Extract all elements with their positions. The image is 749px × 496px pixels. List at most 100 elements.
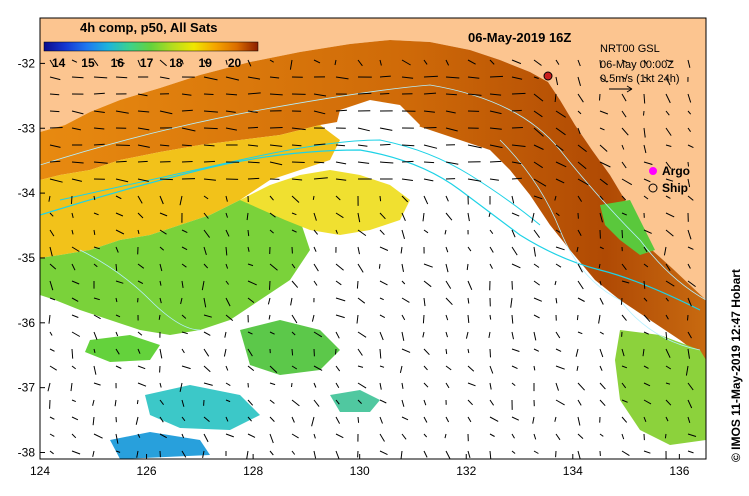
current-arrow <box>379 195 382 202</box>
current-arrow <box>466 263 469 271</box>
current-arrow <box>621 416 628 423</box>
current-arrow <box>71 348 74 359</box>
current-arrow <box>577 110 582 115</box>
current-arrow <box>687 416 691 423</box>
current-arrow <box>115 263 118 271</box>
colorbar-tick-label: 20 <box>228 56 242 70</box>
current-arrow <box>115 144 130 146</box>
current-arrow <box>599 246 604 250</box>
current-arrow <box>115 246 119 253</box>
current-arrow <box>401 416 409 421</box>
current-arrow <box>335 263 344 271</box>
current-arrow <box>357 127 370 132</box>
current-arrow <box>687 382 694 391</box>
current-arrow <box>554 195 557 201</box>
current-arrow <box>291 178 303 181</box>
current-arrow <box>203 93 214 95</box>
current-arrow <box>159 144 170 147</box>
current-arrow <box>225 280 230 285</box>
plot-frame <box>39 17 707 460</box>
current-arrow <box>511 433 515 439</box>
current-arrow <box>379 75 391 78</box>
contour-line-3 <box>499 139 701 351</box>
current-arrow <box>665 110 670 116</box>
current-arrow <box>93 229 96 235</box>
sst-warm-band <box>40 40 706 360</box>
current-arrow <box>687 348 690 359</box>
current-arrow <box>335 109 347 112</box>
current-arrow <box>665 212 675 218</box>
current-arrow <box>621 127 629 136</box>
colorbar: 4h comp, p50, All Sats 14 15 16 17 18 19 20 <box>43 20 259 70</box>
current-arrow <box>202 450 205 458</box>
current-arrow <box>49 229 55 237</box>
current-arrow <box>511 161 522 165</box>
current-arrow <box>93 331 98 340</box>
current-arrow <box>181 450 187 458</box>
sst-east-south <box>615 330 706 445</box>
current-arrow <box>687 93 692 103</box>
current-arrow <box>93 59 99 67</box>
current-arrow <box>93 365 97 375</box>
current-arrow <box>489 365 494 374</box>
current-arrow <box>247 433 256 438</box>
current-arrow <box>137 59 141 67</box>
current-arrow <box>423 92 437 95</box>
current-arrow <box>533 144 544 150</box>
current-arrow <box>71 59 78 63</box>
current-arrow <box>137 382 147 387</box>
current-arrow <box>687 59 691 68</box>
current-arrow <box>71 365 77 370</box>
colorbar-gradient <box>43 41 259 52</box>
current-arrow <box>181 144 192 147</box>
current-arrow <box>71 280 80 285</box>
current-arrow <box>577 450 581 459</box>
current-arrow <box>621 144 625 150</box>
current-arrow <box>489 382 492 390</box>
current-arrow <box>489 110 502 115</box>
current-arrow <box>378 263 381 269</box>
current-arrow <box>489 314 492 320</box>
current-arrow <box>467 314 470 323</box>
x-tick-label: 124 <box>30 464 50 478</box>
current-arrow <box>665 144 672 147</box>
current-arrow <box>49 93 60 96</box>
current-arrow <box>115 280 124 284</box>
sst-green-patch-1 <box>240 320 340 375</box>
current-arrow <box>621 212 628 216</box>
current-arrow <box>247 331 253 335</box>
current-arrow <box>488 212 491 218</box>
current-arrow <box>115 110 129 114</box>
current-arrow <box>489 433 495 437</box>
current-arrow <box>115 450 121 453</box>
current-arrow <box>533 348 540 352</box>
current-arrow <box>577 280 584 290</box>
current-arrow <box>225 76 240 81</box>
current-arrow <box>247 126 259 129</box>
current-arrow <box>71 76 84 79</box>
current-arrow <box>467 93 482 96</box>
current-arrow <box>136 399 139 405</box>
current-arrow <box>71 450 81 455</box>
current-arrow <box>467 348 470 354</box>
current-arrow <box>511 92 526 95</box>
current-arrow <box>401 433 407 440</box>
current-arrow <box>115 348 120 355</box>
current-arrow <box>445 93 457 96</box>
current-arrow <box>423 75 438 78</box>
current-arrow <box>92 399 95 406</box>
current-arrow <box>225 433 234 438</box>
current-arrow <box>423 450 428 458</box>
current-arrow <box>269 416 275 422</box>
current-arrow <box>555 76 559 86</box>
current-arrow <box>533 450 539 454</box>
current-arrow <box>621 161 627 169</box>
current-arrow <box>687 450 694 454</box>
current-arrow <box>687 178 691 188</box>
y-axis: -32 -33 -34 -35 -36 -37 -38 <box>18 56 45 460</box>
current-arrow <box>488 331 491 338</box>
current-arrow <box>246 212 249 221</box>
current-arrow <box>247 399 254 406</box>
current-arrow <box>137 212 144 219</box>
current-arrow <box>511 365 518 370</box>
